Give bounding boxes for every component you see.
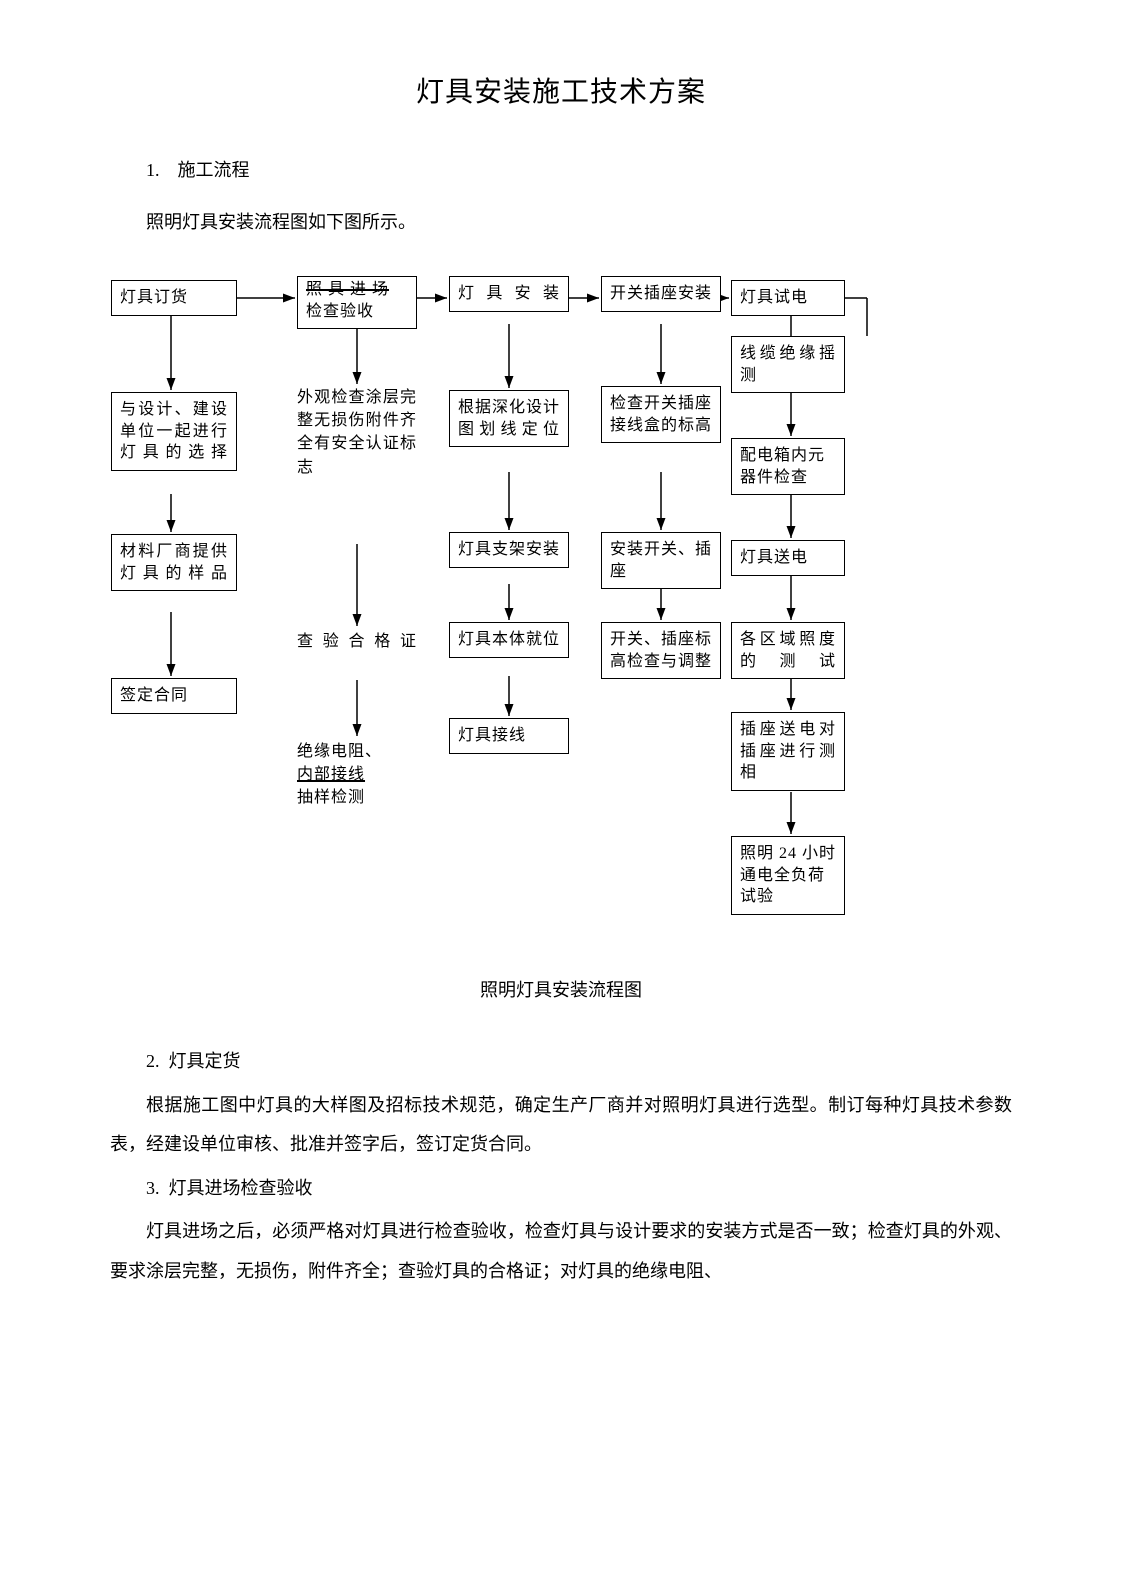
text-cert: 查验合格证 (297, 630, 417, 653)
section-3-label: 灯具进场检查验收 (169, 1178, 313, 1198)
node-inspect-line1: 照 具 进 场 (306, 279, 408, 301)
text-insulation-line3: 抽样检测 (297, 789, 365, 806)
node-inspect-line2: 检查验收 (306, 303, 374, 320)
node-select: 与设计、建设单位一起进行灯具的选择 (111, 392, 237, 471)
section-1-label: 施工流程 (178, 160, 250, 180)
page-title: 灯具安装施工技术方案 (110, 70, 1012, 110)
para-2: 根据施工图中灯具的大样图及招标技术规范，确定生产厂商并对照明灯具进行选型。制订每… (110, 1086, 1012, 1165)
node-switch-install: 开关插座安装 (601, 276, 721, 312)
node-adjust-height: 开关、插座标高检查与调整 (601, 622, 721, 679)
node-check-height: 检查开关插座接线盒的标高 (601, 386, 721, 443)
section-2-label: 灯具定货 (169, 1051, 241, 1071)
node-24h-test: 照明 24 小时通电全负荷试验 (731, 836, 845, 915)
node-lux-test: 各区域照度的测试 (731, 622, 845, 679)
node-wiring: 灯具接线 (449, 718, 569, 754)
node-order: 灯具订货 (111, 280, 237, 316)
section-3-num: 3. (146, 1178, 160, 1198)
node-layout: 根据深化设计图划线定位 (449, 390, 569, 447)
section-1-heading: 1. 施工流程 (110, 156, 1012, 182)
section-3-heading: 3. 灯具进场检查验收 (110, 1169, 1012, 1209)
section-1-num: 1. (146, 160, 160, 180)
document-page: 灯具安装施工技术方案 1. 施工流程 照明灯具安装流程图如下图所示。 (0, 0, 1122, 1586)
section-2-num: 2. (146, 1051, 160, 1071)
flowchart: 灯具订货 与设计、建设单位一起进行灯具的选择 材料厂商提供灯具的样品 签定合同 … (111, 276, 1011, 946)
node-inspect-entry: 照 具 进 场 检查验收 (297, 276, 417, 329)
node-panel-check: 配电箱内元器件检查 (731, 438, 845, 495)
text-insulation-line1: 绝缘电阻、 (297, 743, 382, 760)
node-power-test: 灯具试电 (731, 280, 845, 316)
flowchart-caption: 照明灯具安装流程图 (110, 976, 1012, 1002)
section-2-heading: 2. 灯具定货 (110, 1042, 1012, 1082)
node-body: 灯具本体就位 (449, 622, 569, 658)
node-power-on: 灯具送电 (731, 540, 845, 576)
text-appearance: 外观检查涂层完整无损伤附件齐全有安全认证标志 (297, 386, 417, 479)
flowchart-edges (111, 276, 1011, 946)
node-socket-phase: 插座送电对插座进行测相 (731, 712, 845, 791)
node-contract: 签定合同 (111, 678, 237, 714)
para-3: 灯具进场之后，必须严格对灯具进行检查验收，检查灯具与设计要求的安装方式是否一致；… (110, 1212, 1012, 1291)
text-insulation: 绝缘电阻、 内部接线 抽样检测 (297, 740, 437, 810)
text-insulation-line2: 内部接线 (297, 766, 365, 783)
node-cable-test: 线缆绝缘摇测 (731, 336, 845, 393)
node-install: 灯具安装 (449, 276, 569, 312)
intro-text: 照明灯具安装流程图如下图所示。 (110, 208, 1012, 234)
node-bracket: 灯具支架安装 (449, 532, 569, 568)
node-sample: 材料厂商提供灯具的样品 (111, 534, 237, 591)
node-install-switch: 安装开关、插座 (601, 532, 721, 589)
